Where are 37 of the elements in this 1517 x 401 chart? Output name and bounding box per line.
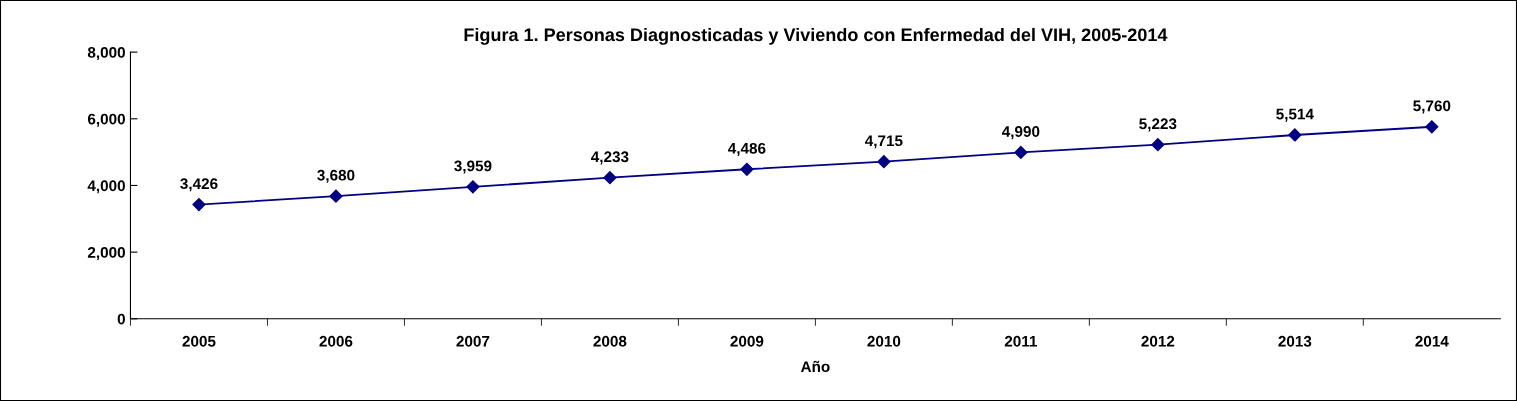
point <box>1151 138 1165 152</box>
x-tick-label: 2010 <box>867 335 901 347</box>
data-label: 3,680 <box>317 169 355 183</box>
x-tick-label: 2009 <box>730 335 764 347</box>
chart-title: Figura 1. Personas Diagnosticadas y Viviendo con Enfermedad del VIH, 2005-2014 <box>464 27 1168 45</box>
data-label: 5,514 <box>1276 108 1314 122</box>
data-label: 4,486 <box>728 142 766 156</box>
x-tick-label: 2006 <box>319 335 353 347</box>
point <box>466 180 480 194</box>
point <box>1425 120 1439 134</box>
y-tick-label: 2,000 <box>87 247 125 261</box>
y-tick-label: 8,000 <box>87 47 125 61</box>
y-tick-label: 6,000 <box>87 113 125 127</box>
x-tick-label: 2008 <box>593 335 627 347</box>
data-label: 4,990 <box>1001 126 1040 140</box>
data-label: 4,233 <box>591 151 629 165</box>
data-label: 3,426 <box>180 178 218 192</box>
point <box>329 189 343 203</box>
x-tick-label: 2005 <box>182 335 216 347</box>
x-tick-label: 2014 <box>1415 335 1449 347</box>
data-label: 5,223 <box>1139 118 1177 132</box>
x-axis-title: Año <box>800 360 830 373</box>
data-label: 3,959 <box>454 160 492 174</box>
point <box>877 155 891 169</box>
data-label: 5,760 <box>1413 100 1451 114</box>
point <box>1288 128 1302 142</box>
data-label: 4,715 <box>865 135 903 149</box>
point <box>740 162 754 176</box>
point <box>192 198 206 212</box>
point <box>1014 145 1028 160</box>
y-tick-label: 4,000 <box>87 180 125 194</box>
y-tick-label: 0 <box>117 313 125 325</box>
x-tick-label: 2007 <box>456 335 490 347</box>
x-tick-label: 2013 <box>1278 335 1312 347</box>
x-tick-label: 2011 <box>1004 335 1038 347</box>
point <box>603 171 617 185</box>
x-tick-label: 2012 <box>1141 335 1175 347</box>
